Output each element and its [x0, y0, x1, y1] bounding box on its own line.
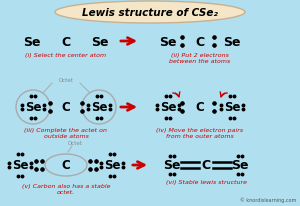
Text: Se: Se [163, 159, 181, 172]
Text: Se: Se [23, 35, 41, 48]
Text: (i) Select the center atom: (i) Select the center atom [26, 53, 106, 58]
Text: C: C [61, 101, 70, 114]
Text: (ii) Put 2 electrons
between the atoms: (ii) Put 2 electrons between the atoms [169, 53, 231, 63]
Text: C: C [61, 159, 70, 172]
Text: Se: Se [224, 101, 240, 114]
Text: Se: Se [12, 159, 28, 172]
Text: (v) Carbon also has a stable
octet.: (v) Carbon also has a stable octet. [22, 183, 110, 194]
Text: Se: Se [231, 159, 249, 172]
Text: Se: Se [159, 35, 177, 48]
Text: Se: Se [91, 101, 107, 114]
Text: Lewis structure of CSe₂: Lewis structure of CSe₂ [82, 8, 218, 18]
Text: Se: Se [91, 35, 109, 48]
Text: C: C [201, 159, 211, 172]
Text: Se: Se [104, 159, 120, 172]
Text: Octet: Octet [58, 78, 74, 83]
Text: Octet: Octet [68, 141, 82, 146]
Text: Se: Se [223, 35, 241, 48]
Text: C: C [61, 35, 70, 48]
Text: C: C [196, 101, 204, 114]
Text: (iv) Move the electron pairs
from the outer atoms: (iv) Move the electron pairs from the ou… [156, 127, 244, 138]
Ellipse shape [55, 2, 245, 24]
Text: Se: Se [25, 101, 41, 114]
Text: (vi) Stable lewis structure: (vi) Stable lewis structure [166, 179, 247, 184]
Text: © knordislearning.com: © knordislearning.com [240, 197, 296, 202]
Text: Se: Se [160, 101, 176, 114]
Text: C: C [195, 35, 205, 48]
Text: (iii) Complete the actet on
outside atoms: (iii) Complete the actet on outside atom… [25, 127, 107, 138]
